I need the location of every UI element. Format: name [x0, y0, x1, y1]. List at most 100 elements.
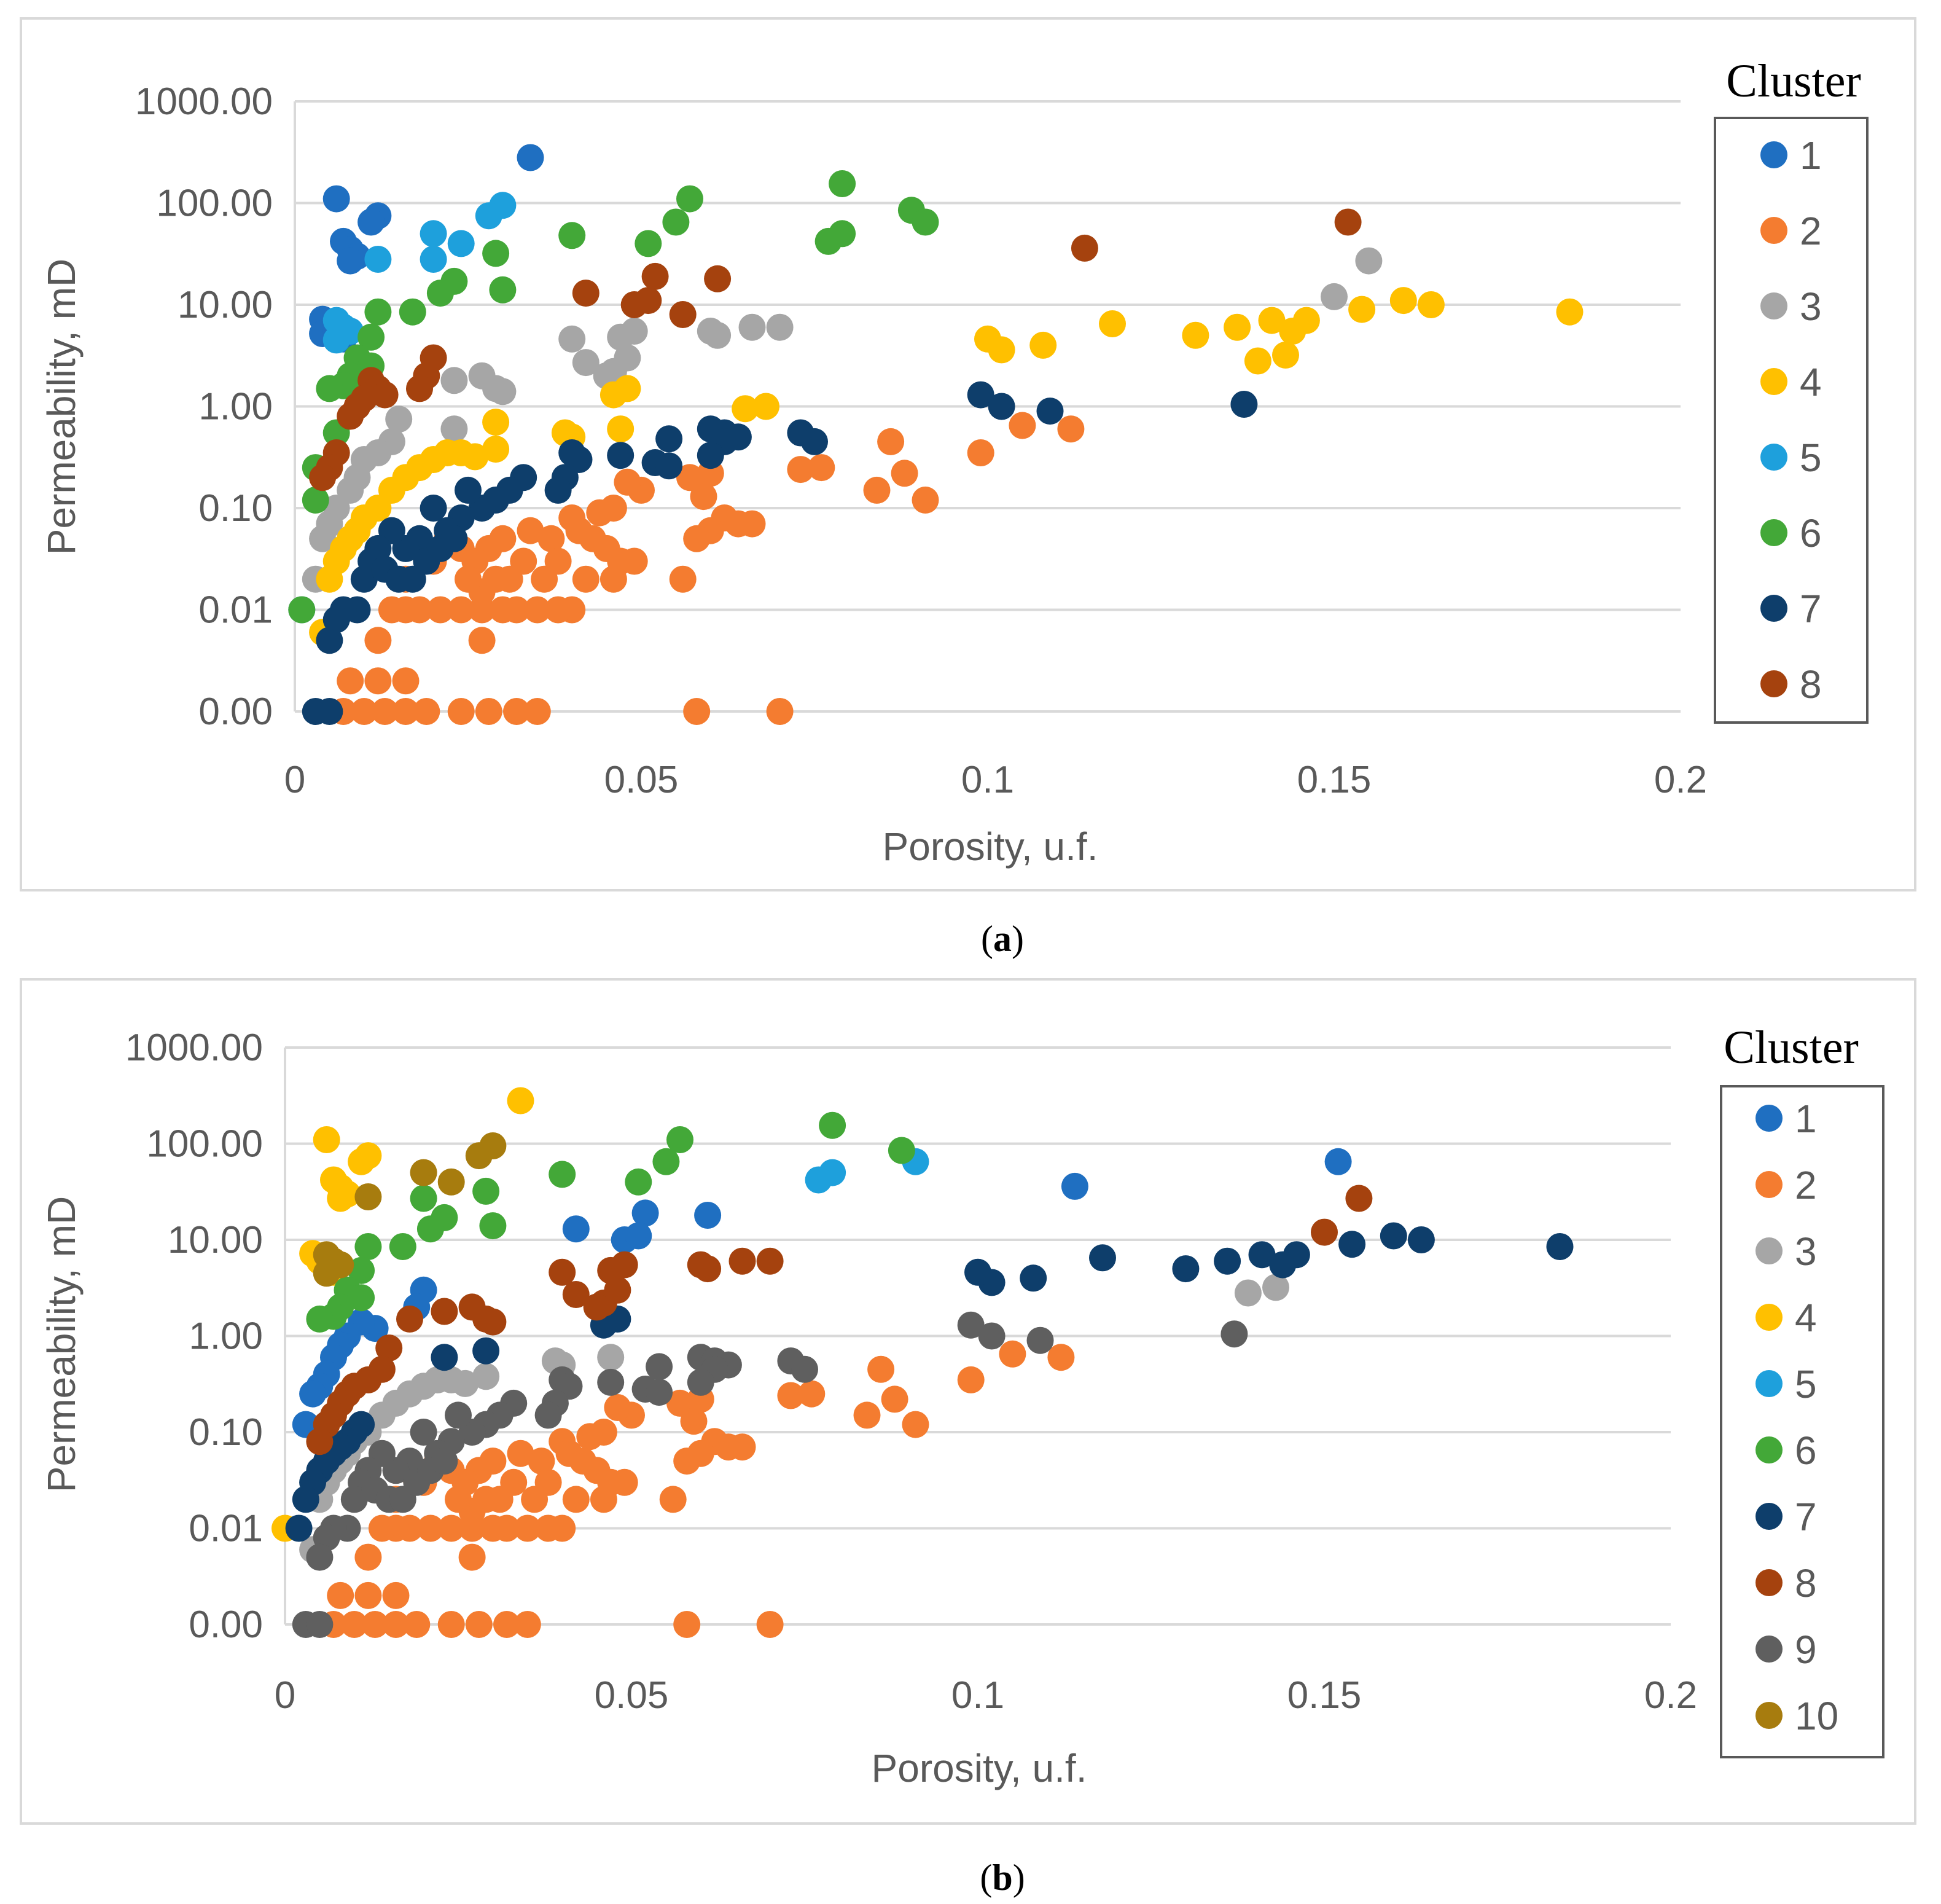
- data-point-cluster-7: [988, 393, 1015, 420]
- data-point-cluster-6: [288, 596, 316, 624]
- data-point-cluster-8: [396, 1305, 423, 1333]
- x-tick-label: 0.15: [1287, 1674, 1362, 1717]
- data-point-cluster-7: [322, 606, 350, 633]
- data-point-cluster-8: [309, 464, 337, 492]
- y-tick-label: 1.00: [189, 1315, 263, 1358]
- data-point-cluster-5: [420, 220, 447, 248]
- data-point-cluster-2: [683, 525, 711, 552]
- chart-a-legend: 1 2 3 4 5 6 7 8: [1760, 133, 1822, 707]
- data-point-cluster-6: [912, 208, 939, 236]
- legend-marker-cluster-4: [1760, 368, 1787, 395]
- data-point-cluster-9: [646, 1379, 673, 1406]
- data-point-cluster-6: [354, 1233, 382, 1260]
- data-point-cluster-2: [521, 1486, 549, 1513]
- data-point-cluster-7: [1230, 391, 1258, 418]
- data-point-cluster-6: [426, 280, 454, 307]
- legend-marker-cluster-3: [1760, 292, 1787, 319]
- y-tick-label: 100.00: [156, 182, 273, 225]
- data-point-cluster-7: [431, 1344, 458, 1371]
- x-tick-label: 0.15: [1297, 759, 1372, 801]
- data-point-cluster-2: [544, 596, 572, 624]
- data-point-cluster-2: [604, 1394, 631, 1421]
- data-point-cluster-5: [364, 246, 392, 273]
- data-point-cluster-6: [829, 170, 856, 197]
- data-point-cluster-9: [534, 1401, 562, 1429]
- data-point-cluster-1: [562, 1215, 590, 1243]
- legend-marker-cluster-1: [1760, 141, 1787, 168]
- legend-label-cluster-6: 6: [1800, 511, 1822, 555]
- x-tick-label: 0.1: [951, 1674, 1004, 1717]
- data-point-cluster-9: [431, 1448, 458, 1475]
- legend-label-cluster-7: 7: [1800, 587, 1822, 631]
- chart-b-legend-title: Cluster: [1724, 1022, 1859, 1073]
- legend-label-cluster-3: 3: [1795, 1229, 1817, 1274]
- data-point-cluster-7: [455, 476, 482, 504]
- data-point-cluster-7: [1172, 1255, 1200, 1283]
- data-point-cluster-2: [756, 1611, 784, 1638]
- data-point-cluster-7: [350, 565, 378, 593]
- y-tick-label: 1.00: [198, 386, 273, 428]
- data-point-cluster-2: [576, 1423, 604, 1451]
- data-point-cluster-8: [641, 262, 669, 290]
- data-point-cluster-2: [787, 456, 814, 484]
- data-point-cluster-2: [458, 1514, 486, 1542]
- data-point-cluster-7: [697, 442, 724, 469]
- data-point-cluster-2: [673, 1448, 701, 1475]
- chart-b-legend: 1 2 3 4 5 6 7 8 9 10: [1755, 1097, 1838, 1738]
- data-point-cluster-7: [655, 452, 683, 480]
- data-point-cluster-4: [1099, 310, 1126, 337]
- data-point-cluster-2: [676, 464, 703, 492]
- chart-a-points: [288, 144, 1584, 725]
- data-point-cluster-2: [468, 627, 496, 654]
- data-point-cluster-9: [791, 1355, 818, 1383]
- legend-label-cluster-2: 2: [1795, 1163, 1817, 1207]
- data-point-cluster-4: [1258, 307, 1286, 334]
- chart-a-legend-title: Cluster: [1726, 55, 1861, 107]
- data-point-cluster-3: [572, 349, 599, 377]
- data-point-cluster-6: [472, 1177, 500, 1205]
- data-point-cluster-9: [1026, 1326, 1054, 1354]
- y-tick-label: 0.00: [198, 691, 273, 733]
- data-point-cluster-10: [437, 1168, 465, 1196]
- data-point-cluster-1: [694, 1202, 722, 1229]
- data-point-cluster-3: [309, 525, 337, 552]
- data-point-cluster-7: [1269, 1251, 1297, 1279]
- data-point-cluster-2: [340, 1611, 368, 1638]
- data-point-cluster-7: [1248, 1241, 1276, 1269]
- data-point-cluster-3: [489, 378, 517, 405]
- data-point-cluster-2: [680, 1408, 708, 1435]
- data-point-cluster-6: [662, 208, 690, 236]
- data-point-cluster-9: [445, 1401, 472, 1429]
- data-point-cluster-2: [475, 698, 502, 725]
- data-point-cluster-8: [375, 1334, 403, 1362]
- chart-panel-a: 0.00 0.01 0.10 1.00 10.00 100.00 1000.00 0 0.05…: [20, 17, 1916, 891]
- data-point-cluster-7: [1020, 1264, 1047, 1292]
- data-point-cluster-6: [814, 227, 842, 255]
- legend-marker-cluster-3: [1755, 1237, 1783, 1264]
- legend-label-cluster-1: 1: [1800, 133, 1822, 178]
- data-point-cluster-6: [558, 222, 586, 249]
- legend-label-cluster-2: 2: [1800, 209, 1822, 253]
- data-point-cluster-2: [354, 1543, 382, 1571]
- data-point-cluster-2: [458, 1543, 486, 1571]
- data-point-cluster-7: [1338, 1231, 1366, 1258]
- data-point-cluster-7: [316, 698, 343, 725]
- legend-label-cluster-8: 8: [1800, 662, 1822, 707]
- data-point-cluster-4: [1224, 313, 1251, 341]
- legend-marker-cluster-1: [1755, 1105, 1783, 1132]
- data-point-cluster-2: [364, 667, 392, 695]
- legend-marker-cluster-7: [1760, 595, 1787, 622]
- data-point-cluster-4: [482, 409, 510, 436]
- data-point-cluster-2: [1009, 412, 1036, 439]
- data-point-cluster-1: [1324, 1148, 1352, 1175]
- legend-marker-cluster-6: [1755, 1436, 1783, 1463]
- data-point-cluster-2: [562, 1486, 590, 1513]
- data-point-cluster-2: [590, 1486, 617, 1513]
- data-point-cluster-7: [1380, 1222, 1407, 1250]
- data-point-cluster-9: [597, 1368, 625, 1396]
- data-point-cluster-9: [306, 1543, 334, 1571]
- data-point-cluster-9: [306, 1611, 334, 1638]
- data-point-cluster-1: [1061, 1172, 1088, 1200]
- data-point-cluster-2: [690, 483, 717, 511]
- chart-a-x-axis-label: Porosity, u.f.: [883, 825, 1098, 869]
